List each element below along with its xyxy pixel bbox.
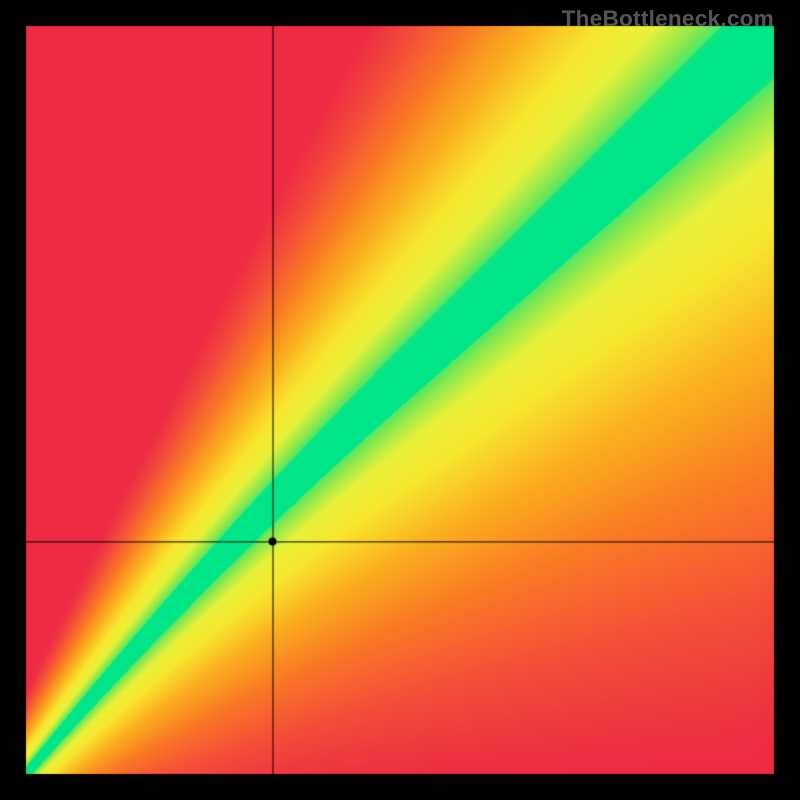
bottleneck-heatmap <box>0 0 800 800</box>
watermark-label: TheBottleneck.com <box>562 6 774 32</box>
figure-container: TheBottleneck.com <box>0 0 800 800</box>
